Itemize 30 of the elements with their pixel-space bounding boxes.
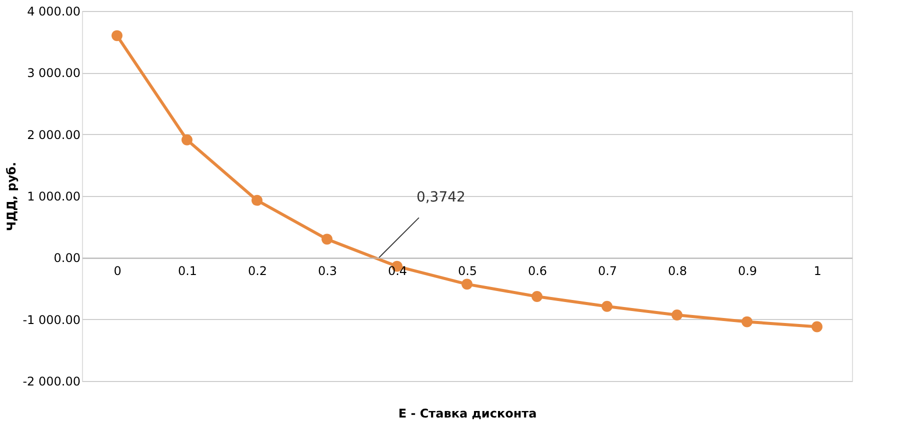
y-tick-label: 2 000.00 [27, 128, 80, 142]
y-axis-title: ЧДД, руб. [4, 162, 19, 232]
point [812, 321, 822, 332]
point [322, 234, 332, 245]
x-axis-title: E - Ставка дисконта [398, 406, 537, 420]
point [602, 300, 612, 312]
x-tick-label: 0.9 [738, 264, 758, 278]
point [532, 291, 542, 302]
annotation: 0,3742 [416, 190, 466, 206]
x-tick-label: 0.5 [458, 264, 478, 278]
point [462, 278, 472, 290]
y-tick-label: -2 000.00 [22, 374, 80, 388]
y-tick-label: -1 000.00 [22, 312, 80, 327]
point [672, 310, 682, 320]
y-tick-label: 0.00 [54, 251, 80, 266]
x-tick-label: 0.8 [668, 264, 688, 278]
point [252, 194, 262, 206]
y-tick-label: 4 000.00 [27, 4, 80, 18]
x-tick-label: 0 [114, 264, 122, 278]
x-tick-label: 1 [814, 264, 822, 278]
x-tick-label: 0.3 [318, 264, 338, 278]
point [742, 316, 752, 328]
x-tick-label: 0.6 [528, 264, 548, 278]
y-tick-label: 3 000.00 [27, 66, 80, 80]
x-tick-label: 0.1 [178, 264, 198, 278]
point [182, 134, 192, 146]
point [112, 30, 122, 42]
y-tick-label: 1 000.00 [27, 190, 80, 204]
x-tick-label: 0.7 [598, 264, 618, 278]
x-tick-label: 0.2 [248, 264, 268, 278]
